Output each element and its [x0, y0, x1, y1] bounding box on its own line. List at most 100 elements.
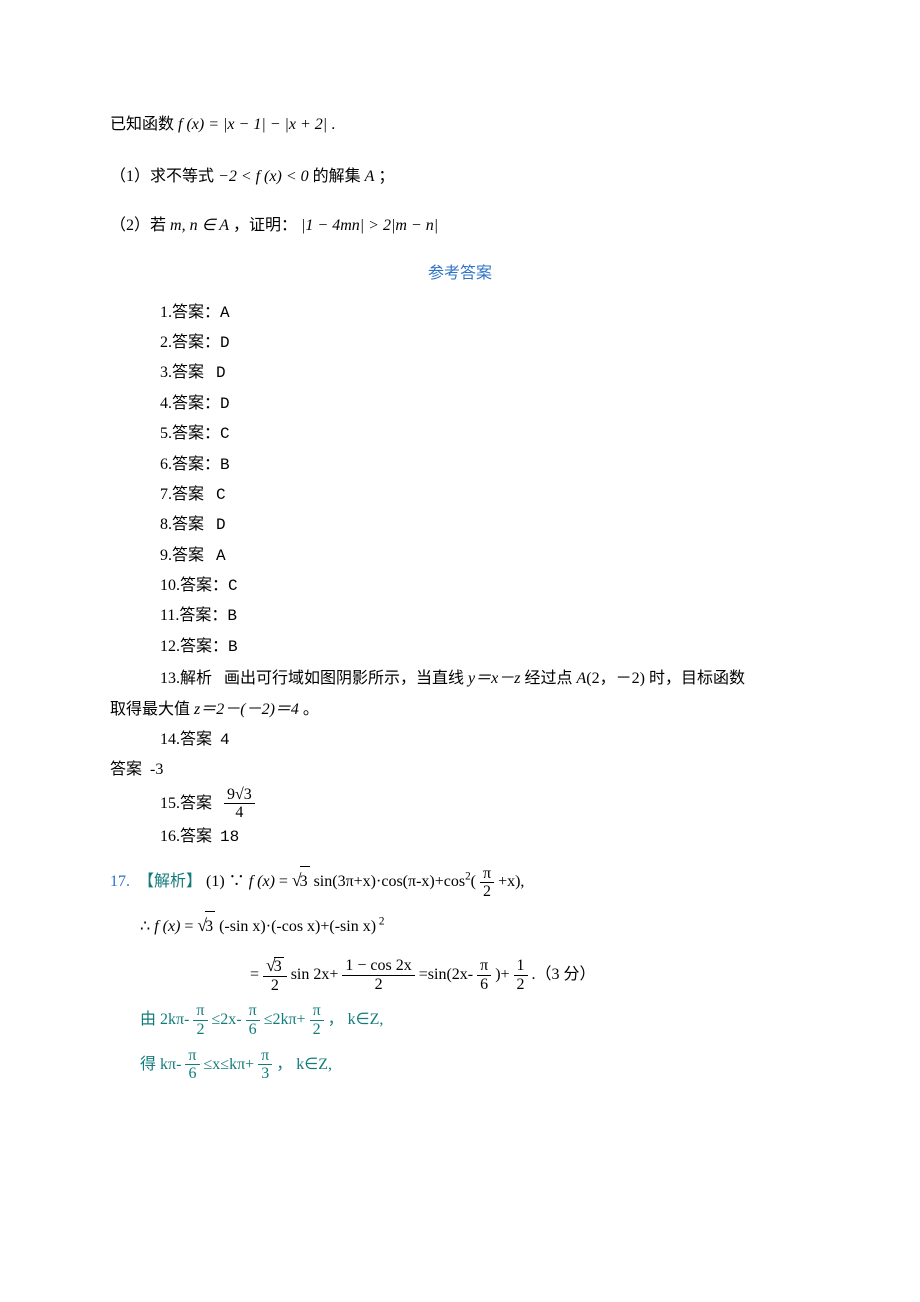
sol17-l5f1: π 6 [185, 1047, 199, 1083]
sol17-l4b: ≤2x- [212, 1011, 242, 1028]
sol17-l4f3-num: π [310, 1002, 324, 1021]
answer-row: 1.答案：A [110, 298, 810, 328]
ans14b-label: 答案 [110, 761, 142, 778]
part1-math: −2 < f (x) < 0 [218, 168, 309, 185]
sol17-l4c: ≤2kπ+ [264, 1011, 306, 1028]
answer-n: 8 [160, 516, 168, 533]
ans14-label: 答案 [180, 731, 212, 748]
problem-part-1: （1）求不等式 −2 < f (x) < 0 的解集 A ； [110, 162, 810, 192]
answer-value: B [228, 638, 238, 656]
ans16-n: 16 [160, 828, 176, 845]
sol17-l3mid3: )+ [495, 966, 509, 983]
answer-16: 16.答案 18 [110, 822, 810, 852]
answer-row: 12.答案：B [110, 632, 810, 662]
answer-label: 答案 [172, 547, 204, 564]
answer-label: 答案： [172, 425, 220, 442]
sol17-l3f4: 1 2 [514, 957, 528, 993]
answer-value: B [220, 456, 230, 474]
answer-row: 6.答案：B [110, 450, 810, 480]
sol17-l4f1: π 2 [193, 1002, 207, 1038]
answer-value: D [216, 364, 226, 382]
ans15-den: 4 [224, 804, 255, 822]
part2-cond: m, n ∈ A [170, 217, 229, 234]
sol17-l2b: (-sin x)·(-cos x)+(-sin x) [219, 918, 376, 935]
sol17-line4: 由 2kπ- π 2 ≤2x- π 6 ≤2kπ+ π 2 ， k∈Z, [110, 1002, 810, 1038]
stem-prefix: 已知函数 [110, 116, 178, 133]
sol13-pt: (2，－2) [586, 670, 645, 687]
answer-label: 答案： [172, 456, 220, 473]
answer-n: 4 [160, 395, 168, 412]
sol17-l5a: 得 kπ- [140, 1055, 181, 1072]
ans15-num: 9√3 [224, 786, 255, 805]
answer-value: C [228, 577, 238, 595]
sol17-l5f1-den: 6 [185, 1065, 199, 1083]
sol17-fx: f (x) [249, 873, 275, 890]
sol17-l4f2-den: 6 [246, 1021, 260, 1039]
answer-value: A [220, 304, 230, 322]
sol13-ptA: A [576, 670, 586, 687]
ans15-frac: 9√3 4 [224, 786, 255, 822]
sol17-l3eq: = [250, 966, 259, 983]
part1-mid: 的解集 [313, 168, 365, 185]
sol17-l5f2-den: 3 [258, 1065, 272, 1083]
sol17-l4f1-num: π [193, 1002, 207, 1021]
answer-n: 5 [160, 425, 168, 442]
sol17-p1: (1) [206, 873, 225, 890]
answer-n: 2 [160, 334, 168, 351]
answer-label: 答案： [172, 304, 220, 321]
ans15-label: 答案 [180, 795, 212, 812]
answer-14: 14.答案 4 [110, 725, 810, 755]
sol17-l2a: = [184, 918, 193, 935]
sol17-l4f3-den: 2 [310, 1021, 324, 1039]
answer-label: 答案 [172, 364, 204, 381]
sol13-line2b: 。 [303, 701, 319, 718]
answers-heading: 参考答案 [110, 259, 810, 289]
sol17-line3: = 3 2 sin 2x+ 1 − cos 2x 2 =sin(2x- π 6 … [110, 956, 810, 994]
answer-label: 答案： [172, 395, 220, 412]
sol17-because: ∵ [229, 873, 245, 890]
answer-label: 答案： [172, 334, 220, 351]
ans14-n: 14 [160, 731, 176, 748]
answers-list: 1.答案：A2.答案：D3.答案 D4.答案：D5.答案：C6.答案：B7.答案… [110, 298, 810, 663]
problem-part-2: （2）若 m, n ∈ A ，证明： |1 − 4mn| > 2|m − n| [110, 211, 810, 241]
sol17-t2: ( [471, 873, 476, 890]
sol17-l5tail: ， k∈Z, [276, 1055, 332, 1072]
part1-setA: A [365, 168, 375, 185]
answer-label: 答案 [172, 486, 204, 503]
sol17-l5f2: π 3 [258, 1047, 272, 1083]
sol17-pi2: π 2 [480, 865, 494, 901]
ans16-value: 18 [220, 828, 239, 846]
answer-value: C [220, 425, 230, 443]
answer-n: 1 [160, 304, 168, 321]
sqrt3-icon: 3 [292, 864, 310, 897]
answer-row: 3.答案 D [110, 358, 810, 388]
answer-label: 答案： [180, 577, 228, 594]
sol17-l4f2: π 6 [246, 1002, 260, 1038]
sol17-l3f4-num: 1 [514, 957, 528, 976]
sol17-l3f1-den: 2 [263, 977, 287, 995]
part1-prefix: （1）求不等式 [110, 168, 218, 185]
sol13-text-c: 时，目标函数 [649, 670, 745, 687]
sol17-t1: sin(3π+x)·cos(π-x)+cos [314, 873, 466, 890]
sol17-pi2-num: π [480, 865, 494, 884]
answer-value: D [220, 334, 230, 352]
answer-row: 10.答案：C [110, 571, 810, 601]
sol17-l3mid1: sin 2x+ [291, 966, 339, 983]
sol17-l4f1-den: 2 [193, 1021, 207, 1039]
answer-label: 答案 [172, 516, 204, 533]
answer-label: 答案： [179, 607, 227, 624]
sqrt3-icon-3: 3 [266, 956, 284, 976]
stem-suffix: . [331, 116, 335, 133]
answer-value: D [220, 395, 230, 413]
answer-n: 3 [160, 364, 168, 381]
answer-n: 12 [160, 638, 176, 655]
sol17-l3f2-num: 1 − cos 2x [342, 957, 414, 976]
answer-row: 2.答案：D [110, 328, 810, 358]
sol17-therefore: ∴ [140, 918, 150, 935]
sol17-l3mid2: =sin(2x- [419, 966, 473, 983]
solution-17: 17. 【解析】 (1) ∵ f (x) = 3 sin(3π+x)·cos(π… [110, 864, 810, 1082]
sol17-l5f1-num: π [185, 1047, 199, 1066]
part2-claim: |1 − 4mn| > 2|m − n| [301, 217, 438, 234]
sol17-l3f2: 1 − cos 2x 2 [342, 957, 414, 993]
answer-row: 7.答案 C [110, 480, 810, 510]
